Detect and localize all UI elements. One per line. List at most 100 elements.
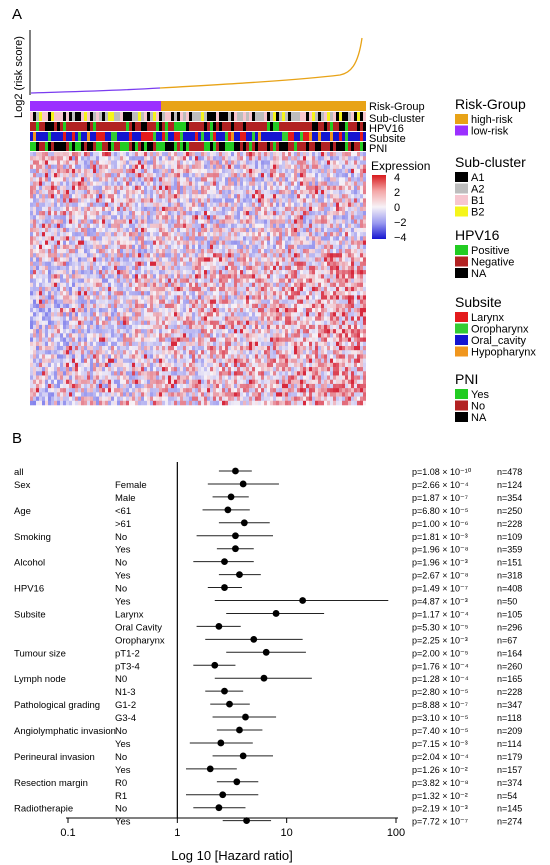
heatmap-cell [285, 194, 288, 199]
heatmap-cell [204, 248, 207, 254]
heatmap-cell [216, 227, 219, 233]
heatmap-cell [123, 156, 126, 161]
heatmap-cell [42, 295, 45, 300]
heatmap-cell [150, 160, 153, 165]
heatmap-cell [111, 236, 114, 241]
heatmap-cell [276, 286, 279, 292]
heatmap-cell [243, 265, 246, 271]
heatmap-cell [360, 194, 363, 199]
heatmap-cell [147, 299, 150, 305]
heatmap-cell [339, 312, 342, 317]
heatmap-cell [72, 219, 75, 224]
heatmap-cell [357, 232, 360, 237]
heatmap-cell [270, 215, 273, 220]
heatmap-cell [171, 265, 174, 271]
heatmap-cell [318, 278, 321, 284]
subcluster-cell [357, 112, 360, 121]
heatmap-cell [195, 185, 198, 191]
heatmap-cell [69, 303, 72, 309]
heatmap-cell [351, 202, 354, 208]
heatmap-cell [72, 291, 75, 296]
heatmap-cell [267, 312, 270, 317]
heatmap-cell [171, 291, 174, 296]
heatmap-cell [99, 173, 102, 178]
heatmap-cell [315, 312, 318, 317]
heatmap-cell [192, 244, 195, 250]
hpv16-cell [144, 122, 147, 131]
heatmap-cell [138, 164, 141, 170]
heatmap-cell [135, 270, 138, 275]
heatmap-cell [177, 299, 180, 305]
hpv16-cell [141, 122, 144, 131]
heatmap-cell [123, 219, 126, 224]
subcluster-track [30, 112, 366, 121]
heatmap-cell [264, 312, 267, 317]
heatmap-cell [207, 211, 210, 216]
heatmap-cell [219, 194, 222, 199]
heatmap-cell [192, 185, 195, 191]
heatmap-cell [201, 274, 204, 279]
hpv16-cell [57, 122, 60, 131]
heatmap-cell [165, 286, 168, 292]
heatmap-cell [354, 164, 357, 170]
heatmap-cell [288, 265, 291, 271]
heatmap-cell [57, 236, 60, 241]
heatmap-cell [57, 198, 60, 203]
heatmap-cell [291, 274, 294, 279]
heatmap-cell [360, 240, 363, 246]
heatmap-cell [63, 308, 66, 313]
heatmap-cell [39, 152, 42, 157]
heatmap-cell [273, 308, 276, 313]
heatmap-cell [45, 189, 48, 195]
subcluster-cell [42, 112, 45, 121]
pni-cell [105, 142, 108, 151]
heatmap-cell [75, 185, 78, 191]
heatmap-cell [318, 219, 321, 224]
heatmap-cell [96, 257, 99, 262]
heatmap-cell [303, 177, 306, 182]
heatmap-cell [345, 211, 348, 216]
heatmap-cell [333, 177, 336, 182]
heatmap-cell [333, 253, 336, 258]
heatmap-cell [300, 227, 303, 233]
heatmap-cell [231, 291, 234, 296]
heatmap-cell [105, 316, 108, 321]
heatmap-cell [264, 152, 267, 157]
heatmap-cell [270, 202, 273, 208]
heatmap-cell [141, 215, 144, 220]
heatmap-cell [165, 265, 168, 271]
heatmap-cell [195, 253, 198, 258]
heatmap-cell [216, 160, 219, 165]
heatmap-cell [258, 286, 261, 292]
heatmap-cell [186, 194, 189, 199]
heatmap-cell [264, 274, 267, 279]
heatmap-cell [306, 248, 309, 254]
heatmap-cell [357, 257, 360, 262]
heatmap-cell [123, 291, 126, 296]
heatmap-cell [39, 299, 42, 305]
heatmap-cell [84, 282, 87, 288]
heatmap-cell [219, 152, 222, 157]
heatmap-cell [111, 177, 114, 182]
heatmap-cell [276, 227, 279, 233]
heatmap-cell [225, 164, 228, 170]
heatmap-cell [210, 278, 213, 284]
pni-cell [234, 142, 237, 151]
heatmap-cell [303, 240, 306, 246]
heatmap-cell [360, 232, 363, 237]
heatmap-cell [195, 303, 198, 309]
subcluster-cell [276, 112, 279, 121]
heatmap-cell [192, 177, 195, 182]
heatmap-cell [327, 198, 330, 203]
heatmap-cell [75, 320, 78, 326]
heatmap-cell [93, 152, 96, 157]
heatmap-cell [48, 185, 51, 191]
heatmap-cell [132, 291, 135, 296]
heatmap-cell [312, 198, 315, 203]
heatmap-cell [261, 185, 264, 191]
heatmap-cell [60, 299, 63, 305]
heatmap-cell [183, 253, 186, 258]
heatmap-cell [297, 299, 300, 305]
heatmap-cell [261, 181, 264, 187]
heatmap-cell [234, 160, 237, 165]
